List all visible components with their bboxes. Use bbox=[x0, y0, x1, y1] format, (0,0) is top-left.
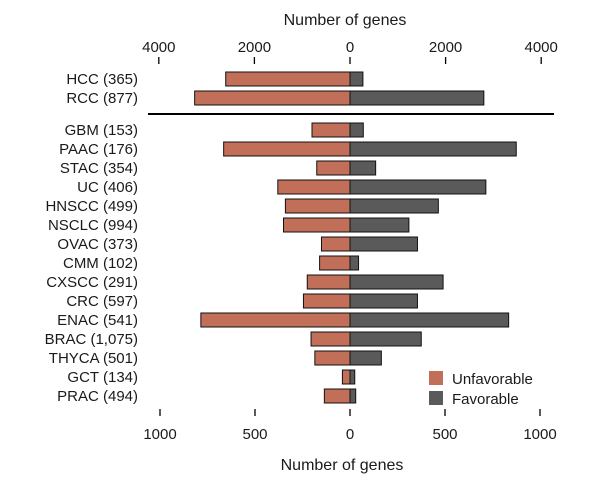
bar-favorable-gbm bbox=[349, 122, 364, 138]
bar-unfavorable-thyca bbox=[314, 350, 351, 366]
bar-unfavorable-paac bbox=[223, 141, 351, 157]
bottom-axis: 1000 500 0 500 1000 Number of genes bbox=[143, 409, 557, 474]
bar-favorable-enac bbox=[349, 312, 510, 328]
bottom-tick-label: 0 bbox=[346, 426, 354, 443]
category-label: STAC (354) bbox=[60, 160, 138, 177]
bar-unfavorable-ovac bbox=[321, 236, 351, 252]
top-tick-label: 4000 bbox=[525, 39, 558, 56]
bar-unfavorable-brac bbox=[310, 331, 351, 347]
bottom-panel: GBM (153) PAAC (176) STAC (354) UC (406) HNS… bbox=[45, 122, 517, 405]
top-tick-label: 0 bbox=[346, 39, 354, 56]
category-label: OVAC (373) bbox=[57, 236, 138, 253]
bar-favorable-hcc bbox=[349, 71, 364, 87]
category-label: BRAC (1,075) bbox=[45, 331, 138, 348]
bottom-tick-label: 1000 bbox=[523, 426, 556, 443]
bottom-axis-title: Number of genes bbox=[281, 457, 404, 474]
legend-label: Favorable bbox=[452, 391, 519, 408]
bar-unfavorable-stac bbox=[316, 160, 351, 176]
bar-favorable-nsclc bbox=[349, 217, 410, 233]
bar-favorable-rcc bbox=[349, 90, 485, 106]
bar-unfavorable-cmm bbox=[319, 255, 351, 271]
top-panel: HCC (365) RCC (877) bbox=[66, 71, 485, 107]
bar-unfavorable-enac bbox=[200, 312, 351, 328]
category-label: PAAC (176) bbox=[59, 141, 138, 158]
bar-unfavorable-uc bbox=[277, 179, 351, 195]
bar-unfavorable-gbm bbox=[311, 122, 351, 138]
top-axis-title: Number of genes bbox=[284, 12, 407, 29]
bar-unfavorable-cxscc bbox=[306, 274, 351, 290]
top-tick-label: 2000 bbox=[429, 39, 462, 56]
bar-favorable-stac bbox=[349, 160, 377, 176]
bottom-tick-label: 500 bbox=[432, 426, 457, 443]
legend-swatch-unfavorable bbox=[429, 371, 443, 385]
legend: Unfavorable Favorable bbox=[429, 371, 533, 408]
category-label: GBM (153) bbox=[65, 122, 138, 139]
bar-favorable-hnscc bbox=[349, 198, 439, 214]
bar-favorable-uc bbox=[349, 179, 487, 195]
category-label: CMM (102) bbox=[63, 255, 138, 272]
bar-favorable-ovac bbox=[349, 236, 418, 252]
category-label: HNSCC (499) bbox=[45, 198, 138, 215]
bar-unfavorable-crc bbox=[302, 293, 351, 309]
bar-favorable-paac bbox=[349, 141, 517, 157]
category-label: GCT (134) bbox=[67, 369, 138, 386]
category-label: THYCA (501) bbox=[49, 350, 138, 367]
top-tick-label: 2000 bbox=[238, 39, 271, 56]
top-tick-label: 4000 bbox=[142, 39, 175, 56]
bar-favorable-crc bbox=[349, 293, 418, 309]
category-label: NSCLC (994) bbox=[48, 217, 138, 234]
category-label: CXSCC (291) bbox=[46, 274, 138, 291]
bar-unfavorable-prac bbox=[323, 388, 351, 404]
bar-favorable-thyca bbox=[349, 350, 382, 366]
bar-favorable-cxscc bbox=[349, 274, 444, 290]
bottom-tick-label: 1000 bbox=[143, 426, 176, 443]
bar-favorable-cmm bbox=[349, 255, 360, 271]
bar-favorable-gct bbox=[349, 369, 356, 385]
category-label: PRAC (494) bbox=[57, 388, 138, 405]
bar-favorable-brac bbox=[349, 331, 422, 347]
category-label: RCC (877) bbox=[66, 90, 138, 107]
bar-favorable-prac bbox=[349, 388, 357, 404]
category-label: UC (406) bbox=[77, 179, 138, 196]
category-label: HCC (365) bbox=[66, 71, 138, 88]
category-label: ENAC (541) bbox=[57, 312, 138, 329]
bar-unfavorable-nsclc bbox=[283, 217, 351, 233]
bar-unfavorable-hnscc bbox=[284, 198, 351, 214]
legend-label: Unfavorable bbox=[452, 371, 533, 388]
category-label: CRC (597) bbox=[66, 293, 138, 310]
bar-unfavorable-hcc bbox=[225, 71, 351, 87]
bar-unfavorable-gct bbox=[341, 369, 351, 385]
bar-unfavorable-rcc bbox=[194, 90, 351, 106]
top-axis: Number of genes 4000 2000 0 2000 4000 bbox=[142, 12, 558, 64]
legend-swatch-favorable bbox=[429, 391, 443, 405]
bottom-tick-label: 500 bbox=[242, 426, 267, 443]
